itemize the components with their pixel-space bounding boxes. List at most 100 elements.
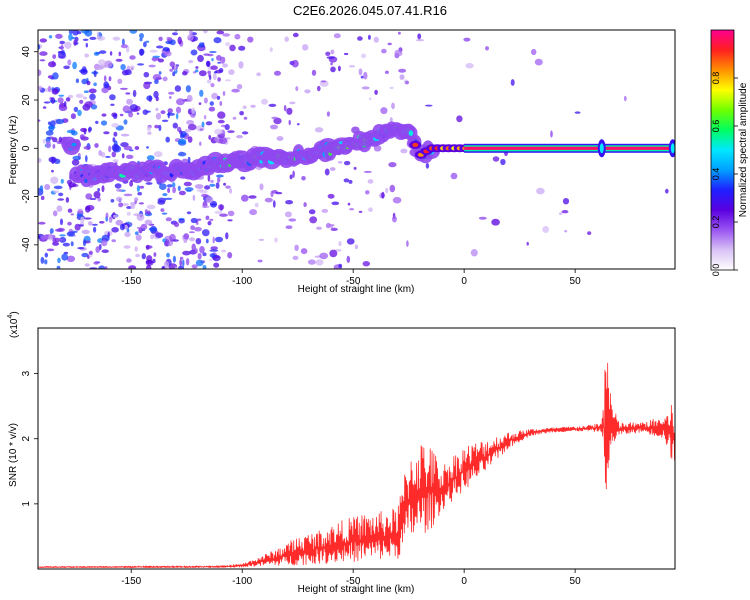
noise-blob <box>142 109 148 115</box>
noise-blob <box>211 58 214 62</box>
noise-blob <box>330 49 335 55</box>
noise-blob <box>77 109 82 117</box>
noise-blob <box>250 104 256 108</box>
noise-blob <box>169 61 175 67</box>
noise-blob <box>44 259 48 265</box>
noise-blob <box>301 176 306 181</box>
noise-blob <box>168 91 175 95</box>
noise-blob <box>113 113 118 120</box>
noise-blob <box>84 30 93 37</box>
noise-blob <box>331 201 340 206</box>
noise-blob <box>398 68 407 73</box>
noise-blob <box>105 155 111 158</box>
noise-blob <box>222 33 231 37</box>
noise-blob <box>363 71 368 80</box>
noise-blob <box>194 226 202 232</box>
noise-blob <box>381 191 385 199</box>
noise-blob <box>296 123 300 126</box>
noise-blob <box>195 69 199 73</box>
snr-y-label: SNR (10 * v/v) <box>8 423 19 487</box>
noise-blob <box>374 89 378 95</box>
noise-blob <box>53 185 63 190</box>
noise-blob <box>172 182 176 188</box>
noise-blob <box>101 113 107 117</box>
noise-blob <box>172 32 178 36</box>
noise-blob <box>105 212 109 219</box>
noise-blob <box>97 64 107 69</box>
noise-blob <box>172 186 177 194</box>
noise-blob <box>208 135 211 140</box>
noise-blob <box>231 88 240 93</box>
noise-blob <box>195 248 198 254</box>
noise-blob <box>143 71 150 78</box>
noise-blob <box>81 66 87 73</box>
snr-frame <box>37 327 676 570</box>
noise-blob <box>562 198 570 205</box>
noise-blob <box>135 253 141 258</box>
noise-blob <box>257 259 263 263</box>
noise-blob <box>163 261 170 269</box>
noise-blob <box>75 78 79 84</box>
noise-blob <box>114 183 122 189</box>
noise-blob <box>209 200 218 208</box>
x-tick-label: -50 <box>346 576 361 587</box>
noise-blob <box>57 257 61 264</box>
noise-blob <box>291 59 299 68</box>
noise-blob <box>191 107 196 114</box>
noise-blob <box>209 183 216 187</box>
noise-blob <box>314 127 324 133</box>
noise-blob <box>183 181 192 187</box>
noise-blob <box>242 105 247 109</box>
noise-blob <box>124 69 132 76</box>
noise-blob <box>373 145 382 152</box>
noise-blob <box>101 185 105 193</box>
noise-blob <box>214 210 223 215</box>
noise-blob <box>38 44 41 50</box>
noise-blob <box>303 202 307 208</box>
noise-blob <box>183 240 188 243</box>
noise-blob <box>227 252 233 259</box>
noise-blob <box>358 68 363 76</box>
noise-blob <box>99 221 105 224</box>
noise-blob <box>126 258 132 263</box>
snr-scale-exponent: 4 <box>7 315 14 319</box>
trace-core <box>412 142 419 147</box>
noise-blob <box>321 208 329 213</box>
noise-blob <box>139 37 143 42</box>
noise-blob <box>170 238 174 242</box>
noise-blob <box>450 172 458 180</box>
noise-blob <box>85 42 89 48</box>
noise-blob <box>136 112 140 115</box>
x-tick-label: 0 <box>461 276 467 287</box>
colorbar-tick-label: 0.0 <box>711 264 721 277</box>
noise-blob <box>478 216 487 220</box>
noise-blob <box>145 244 150 250</box>
noise-blob <box>139 185 145 189</box>
noise-blob <box>99 50 107 54</box>
noise-blob <box>288 119 291 126</box>
noise-blob <box>109 94 116 101</box>
noise-blob <box>79 99 84 104</box>
noise-blob <box>208 75 212 80</box>
noise-blob <box>52 54 57 59</box>
noise-blob <box>311 69 317 76</box>
noise-blob <box>129 55 136 60</box>
noise-blob <box>133 213 142 216</box>
noise-blob <box>273 117 282 125</box>
noise-blob <box>100 120 108 126</box>
noise-blob <box>159 183 167 191</box>
noise-blob <box>84 205 91 213</box>
snr-scale-prefix: (x10 <box>9 318 20 338</box>
noise-blob <box>239 111 245 116</box>
noise-blob <box>195 238 202 245</box>
noise-blob <box>176 98 185 106</box>
snr-scale-label: (x104) <box>7 311 20 338</box>
noise-blob <box>48 125 56 130</box>
noise-blob <box>82 239 87 247</box>
noise-blob <box>385 187 389 194</box>
noise-blob <box>123 224 128 230</box>
spectrogram-noise <box>38 30 669 269</box>
noise-blob <box>172 239 179 242</box>
noise-blob <box>172 122 178 129</box>
noise-blob <box>202 229 210 237</box>
